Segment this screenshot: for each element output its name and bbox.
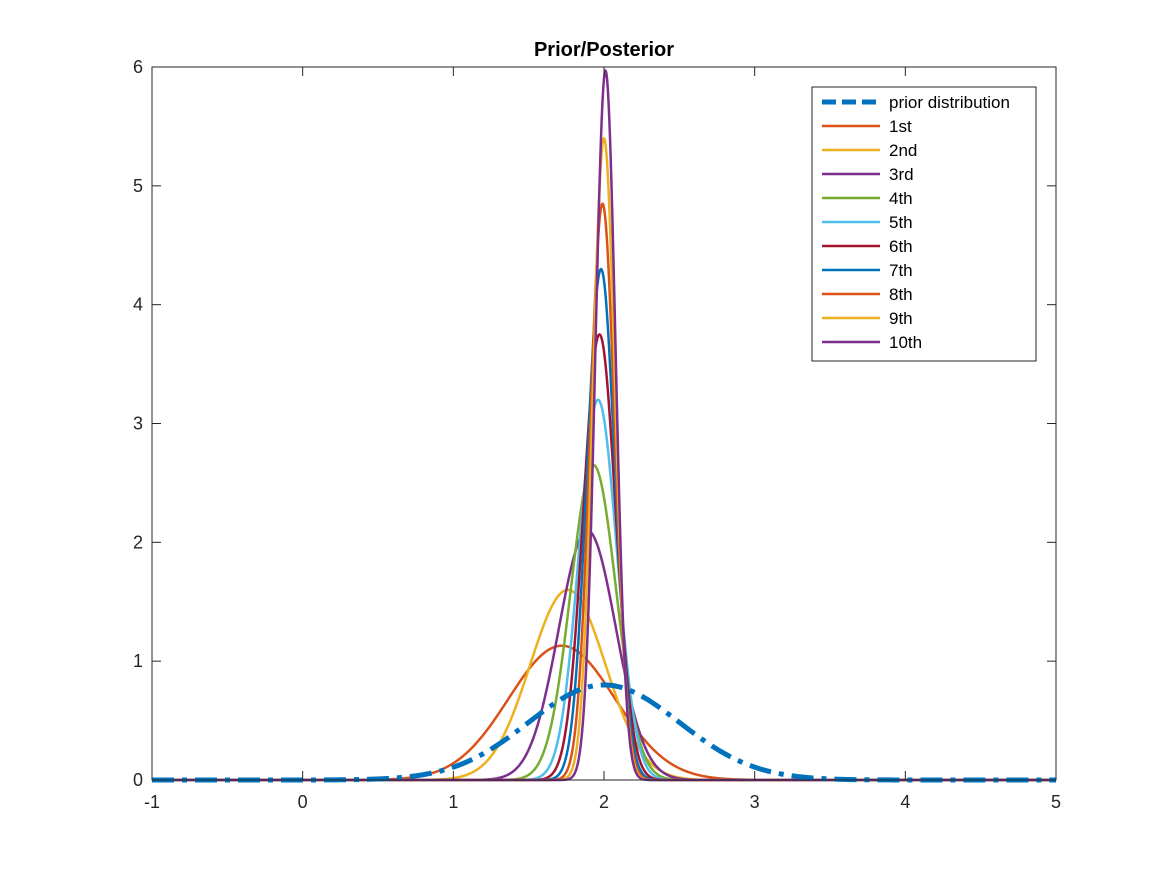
x-tick-label: 1 [448,792,458,812]
legend-label: 5th [889,213,913,232]
y-tick-label: 0 [133,770,143,790]
chart-title: Prior/Posterior [534,39,674,61]
x-tick-label: 4 [900,792,910,812]
legend-label: 7th [889,261,913,280]
legend-label: 10th [889,333,922,352]
legend-label: 4th [889,189,913,208]
y-tick-label: 4 [133,295,143,315]
x-tick-label: 2 [599,792,609,812]
legend-label: 9th [889,309,913,328]
y-tick-label: 3 [133,414,143,434]
x-tick-label: -1 [144,792,160,812]
legend-label: 6th [889,237,913,256]
x-tick-label: 3 [750,792,760,812]
x-tick-label: 5 [1051,792,1061,812]
legend-label: 2nd [889,141,917,160]
y-tick-label: 5 [133,176,143,196]
legend-box [811,86,1037,362]
y-tick-label: 2 [133,532,143,552]
legend-label: 3rd [889,165,914,184]
legend: prior distribution 1st 2nd 3rd 4th 5th 6th 7th 8… [811,86,1037,362]
legend-label: 8th [889,285,913,304]
y-tick-label: 6 [133,57,143,77]
y-tick-label: 1 [133,651,143,671]
x-tick-label: 0 [298,792,308,812]
legend-label: 1st [889,117,912,136]
legend-label: prior distribution [889,93,1010,112]
